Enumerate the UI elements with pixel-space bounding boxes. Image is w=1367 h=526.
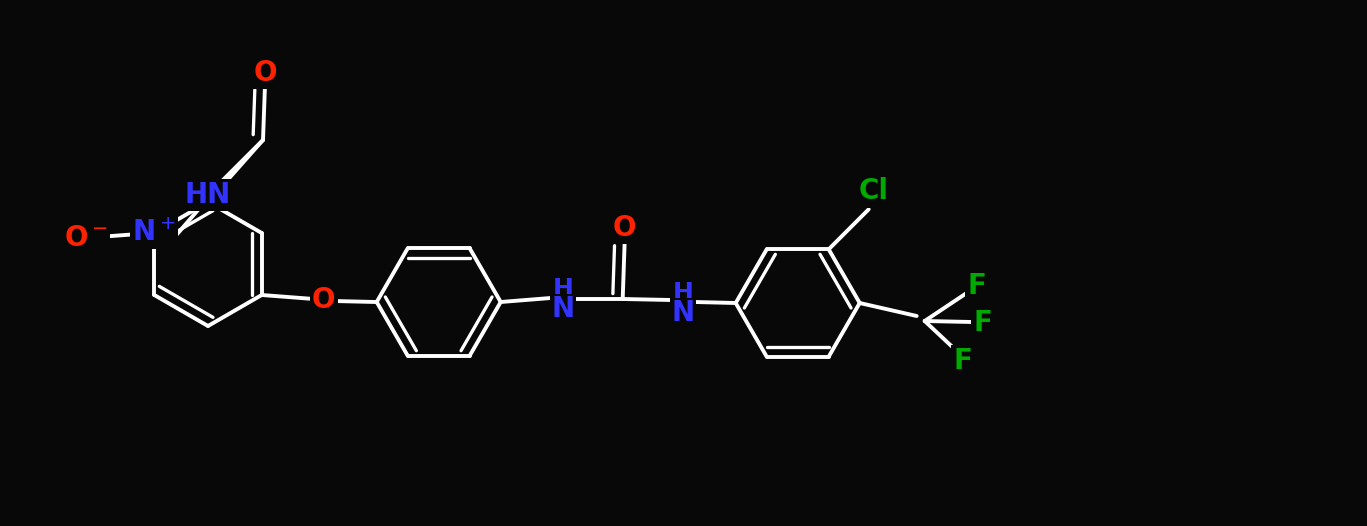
Text: H: H	[673, 281, 693, 305]
Text: O$^-$: O$^-$	[64, 224, 108, 252]
Text: F: F	[953, 347, 972, 375]
Text: O: O	[612, 214, 637, 242]
Text: N: N	[551, 295, 574, 323]
Text: F: F	[968, 272, 986, 300]
Text: O: O	[312, 286, 335, 314]
Text: N$^+$: N$^+$	[133, 219, 176, 247]
Text: HN: HN	[185, 181, 231, 209]
Text: H: H	[552, 277, 573, 301]
Text: F: F	[973, 309, 992, 337]
Text: O: O	[253, 59, 276, 87]
Text: N: N	[671, 299, 694, 327]
Text: Cl: Cl	[858, 177, 889, 205]
